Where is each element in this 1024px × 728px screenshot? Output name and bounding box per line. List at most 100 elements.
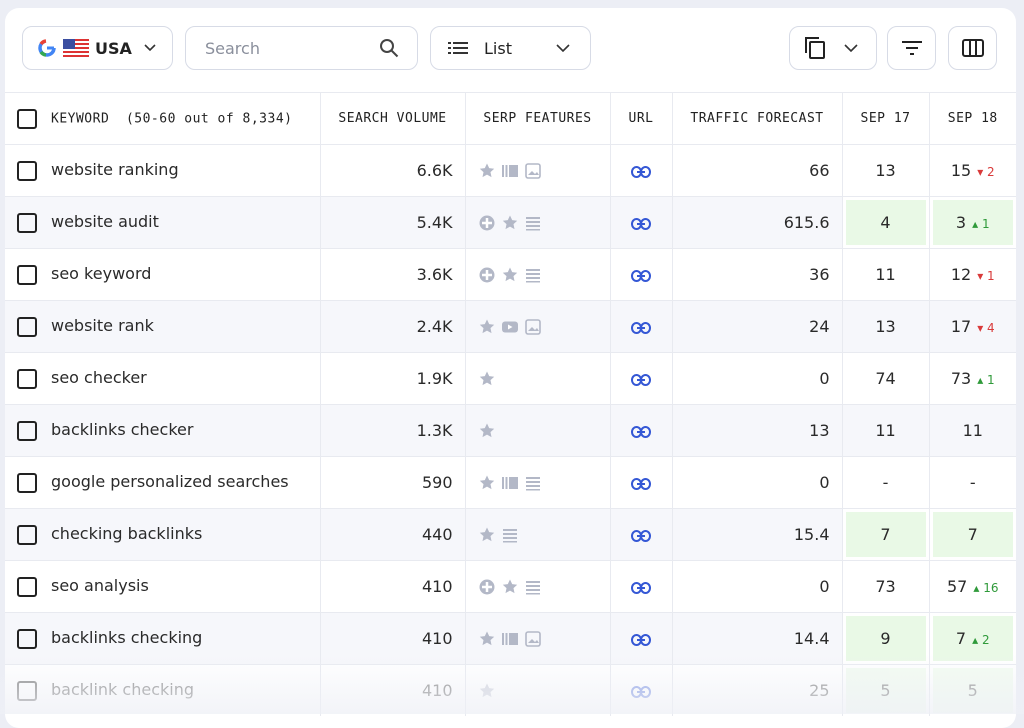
position: 57 [947,577,967,596]
url-cell [610,405,672,457]
country-select[interactable]: USA [22,26,173,70]
search-input[interactable]: Search [185,26,418,70]
position-sep-18: 17 ▾ 4 [929,301,1016,353]
change-arrow: ▴ [977,373,987,387]
row-checkbox[interactable] [17,213,37,233]
position-change: ▴ 1 [977,373,994,387]
keyword-cell: seo analysis [5,561,320,613]
keyword: google personalized searches [51,472,289,491]
url-link[interactable] [631,525,651,544]
url-cell [610,353,672,405]
row-checkbox[interactable] [17,577,37,597]
row-checkbox[interactable] [17,421,37,441]
position: 3 [956,213,966,232]
search-volume: 1.3K [320,405,465,457]
serp-features [465,301,610,353]
search-volume: 2.4K [320,301,465,353]
change-value: 2 [987,165,995,179]
serp-features [465,457,610,509]
serp-icon [478,577,501,596]
change-value: 1 [982,217,990,231]
serp-features [465,405,610,457]
row-checkbox[interactable] [17,369,37,389]
keyword: backlinks checker [51,420,193,439]
position-sep-18: - [929,457,1016,509]
url-link[interactable] [631,265,651,284]
url-link[interactable] [631,421,651,440]
position-sep-17: 11 [842,249,929,301]
url-link[interactable] [631,317,651,336]
columns-button[interactable] [948,26,997,70]
serp-icon [501,525,524,544]
columns-icon [962,39,984,57]
position-sep-18: 57▴ 16 [929,561,1016,613]
header: URL [610,93,672,145]
keyword-cell: website audit [5,197,320,249]
search-volume: 1.9K [320,353,465,405]
view: List [484,39,556,58]
serp-icon [478,161,501,180]
url-link[interactable] [631,369,651,388]
row-checkbox[interactable] [17,525,37,545]
keyword-cell: seo checker [5,353,320,405]
change-arrow: ▴ [973,581,983,595]
chevron [144,44,156,52]
search-volume: 5.4K [320,197,465,249]
serp-icon [478,525,501,544]
serp-icon [501,317,524,336]
change-value: 4 [987,321,995,335]
url-link[interactable] [631,629,651,648]
position-sep-18: 7 [929,509,1016,561]
serp-icon [501,161,524,180]
search-icon [379,38,399,58]
traffic-forecast: 13 [672,405,842,457]
url-link[interactable] [631,161,651,180]
change-value: 1 [987,373,995,387]
serp-icon [524,629,547,648]
view-select[interactable]: List [430,26,591,70]
copy-icon [804,36,826,60]
position: 12 [951,265,971,284]
change-arrow: ▴ [972,217,982,231]
select-all-checkbox[interactable] [17,109,37,129]
panel: USA Search List KEYWORD (50-60 out of 8,… [5,8,1016,728]
row-checkbox[interactable] [17,317,37,337]
fade-overlay [0,654,1024,714]
serp-icon [501,473,524,492]
serp-icon [478,213,501,232]
position-sep-18: 73▴ 1 [929,353,1016,405]
keyword: website rank [51,316,154,335]
keyword: backlinks checking [51,628,202,647]
keyword-cell: google personalized searches [5,457,320,509]
copy-button[interactable] [789,26,877,70]
change-arrow: ▾ [977,321,987,335]
row-checkbox[interactable] [17,161,37,181]
row-checkbox[interactable] [17,265,37,285]
header: TRAFFIC FORECAST [672,93,842,145]
position-sep-18: 15▾ 2 [929,145,1016,197]
url-cell [610,509,672,561]
url-cell [610,249,672,301]
url-cell [610,301,672,353]
keyword-cell: website rank [5,301,320,353]
serp-icon [478,265,501,284]
header-cell: KEYWORD (50-60 out of 8,334) [5,93,320,145]
position-change: ▾ 1 [977,269,994,283]
position: 17 [951,317,971,336]
serp-icon [524,473,547,492]
filter-button[interactable] [887,26,936,70]
url-link[interactable] [631,473,651,492]
url-link[interactable] [631,577,651,596]
country: USA [95,39,132,58]
serp-features [465,145,610,197]
row-checkbox[interactable] [17,473,37,493]
row-checkbox[interactable] [17,629,37,649]
position: 7 [968,525,978,544]
url-link[interactable] [631,213,651,232]
search-volume: 410 [320,561,465,613]
traffic-forecast: 0 [672,561,842,613]
